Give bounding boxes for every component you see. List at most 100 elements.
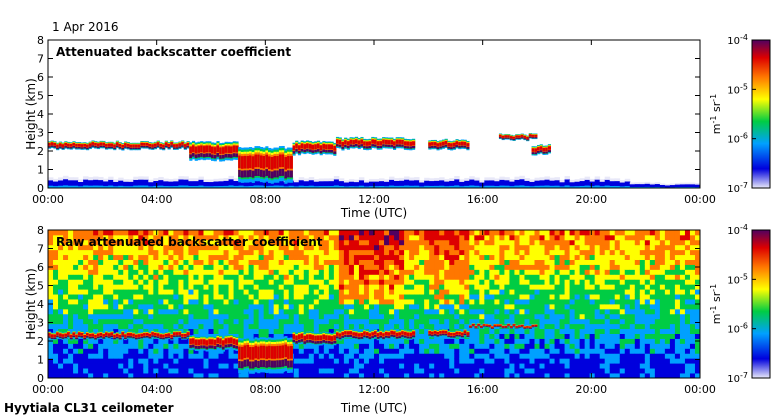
heatmap-cell (138, 230, 144, 236)
cloud-core-cell (325, 149, 329, 153)
heatmap-cell (48, 343, 54, 349)
heatmap-cell (48, 259, 54, 265)
heatmap-cell (564, 363, 570, 369)
boundary-layer-cell (348, 183, 355, 187)
heatmap-cell (128, 328, 134, 334)
heatmap-cell (559, 249, 565, 256)
heatmap-cell (358, 313, 365, 320)
heatmap-cell (328, 289, 335, 295)
boundary-layer-cell (73, 185, 79, 189)
heatmap-cell (599, 304, 606, 310)
cloud-core-cell (534, 137, 538, 139)
heatmap-cell (263, 313, 270, 320)
cloud-layer-cell (145, 142, 149, 146)
heatmap-cell (108, 318, 114, 325)
heatmap-cell (499, 244, 505, 251)
heatmap-cell (529, 308, 535, 315)
heatmap-cell (158, 279, 164, 285)
heatmap-cell (394, 373, 400, 379)
heatmap-cell (419, 274, 425, 280)
heatmap-cell (248, 254, 255, 260)
cloud-core-cell (61, 147, 65, 149)
boundary-layer-cell (178, 185, 184, 189)
heatmap-cell (549, 313, 555, 320)
heatmap-cell (288, 294, 295, 300)
heatmap-cell (268, 328, 275, 334)
heatmap-cell (318, 353, 325, 359)
heatmap-cell (308, 269, 315, 275)
boundary-layer-cell (93, 182, 99, 186)
heatmap-cell (153, 304, 159, 310)
heatmap-cell (489, 328, 495, 334)
heatmap-cell (429, 299, 435, 305)
heatmap-cell (484, 289, 490, 295)
heatmap-cell (379, 299, 385, 305)
heatmap-cell (554, 284, 560, 290)
heatmap-cell (404, 274, 410, 280)
heatmap-cell (419, 230, 425, 236)
heatmap-cell (108, 264, 114, 270)
heatmap-cell (519, 259, 525, 265)
cloud-core-cell (224, 153, 228, 158)
heatmap-cell (404, 264, 410, 270)
heatmap-cell (494, 249, 500, 256)
heatmap-cell (474, 294, 480, 300)
heatmap-cell (524, 353, 530, 359)
cloud-layer-cell (534, 134, 538, 137)
heatmap-cell (328, 358, 335, 364)
boundary-layer-cell (208, 179, 214, 183)
heatmap-cell (459, 358, 465, 364)
heatmap-cell (358, 259, 365, 265)
heatmap-cell (293, 294, 300, 300)
heatmap-cell (414, 299, 420, 305)
cloud-layer-cell (354, 139, 359, 144)
heatmap-cell (368, 373, 375, 379)
heatmap-cell (439, 299, 445, 305)
heatmap-cell (68, 373, 74, 379)
heatmap-cell (98, 249, 104, 256)
heatmap-cell (429, 363, 435, 369)
heatmap-cell (173, 373, 179, 379)
boundary-layer-cell (444, 181, 450, 184)
heatmap-cell (123, 294, 129, 300)
heatmap-cell (273, 308, 280, 315)
heatmap-cell (58, 328, 64, 334)
heatmap-cell (579, 343, 586, 349)
boundary-layer-cell (534, 182, 540, 186)
boundary-layer-cell (374, 183, 380, 187)
boundary-layer-cell (599, 181, 606, 184)
cloud-layer-cell (390, 140, 394, 145)
heatmap-cell (469, 239, 475, 246)
heatmap-cell (68, 279, 74, 285)
heatmap-cell (374, 353, 380, 359)
heatmap-cell (609, 230, 616, 236)
heatmap-cell (379, 363, 385, 369)
heatmap-cell (368, 294, 375, 300)
heatmap-cell (509, 368, 515, 374)
heatmap-cell (298, 269, 305, 275)
y-axis-label: Height (km) (24, 78, 38, 149)
heatmap-cell (368, 343, 375, 349)
heatmap-cell (539, 333, 545, 339)
heatmap-cell (318, 234, 325, 241)
heatmap-cell (53, 304, 59, 310)
heatmap-cell (208, 294, 214, 300)
heatmap-cell (399, 239, 405, 246)
boundary-layer-cell (113, 179, 119, 182)
cloud-layer-cell (455, 141, 459, 145)
heatmap-cell (363, 264, 370, 270)
heatmap-cell (414, 234, 420, 241)
heatmap-cell (293, 358, 300, 364)
heatmap-cell (544, 274, 550, 280)
heatmap-cell (584, 274, 591, 280)
heatmap-cell (584, 294, 591, 300)
heatmap-cell (489, 373, 495, 379)
heatmap-cell (348, 304, 355, 310)
cloud-core-cell (319, 150, 323, 154)
y-tick-label: 6 (37, 71, 44, 84)
heatmap-cell (193, 234, 199, 241)
heatmap-cell (599, 333, 606, 339)
boundary-layer-cell (133, 176, 139, 180)
heatmap-cell (394, 299, 400, 305)
heatmap-cell (83, 239, 89, 246)
